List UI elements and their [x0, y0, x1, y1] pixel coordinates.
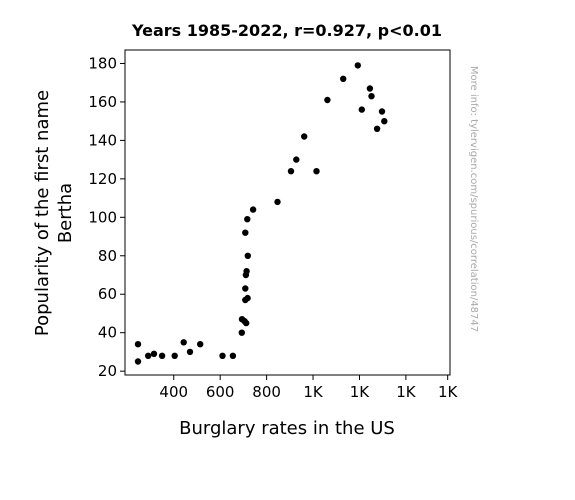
- data-point-22: [244, 216, 251, 223]
- data-point-19: [243, 268, 250, 275]
- data-point-27: [301, 133, 308, 140]
- y-axis-label-line-1: Popularity of the first name: [32, 90, 53, 336]
- data-point-37: [381, 118, 388, 125]
- y-tick-label-4: 100: [88, 208, 117, 226]
- data-point-0: [134, 358, 142, 365]
- data-points: [134, 62, 388, 365]
- data-point-33: [366, 85, 374, 92]
- data-point-3: [150, 350, 158, 357]
- x-axis-label: Burglary rates in the US: [179, 418, 395, 439]
- data-point-5: [171, 352, 178, 359]
- data-point-28: [313, 168, 320, 175]
- x-tick-label-5: 1K: [396, 383, 417, 401]
- data-point-26: [293, 156, 300, 163]
- data-point-24: [274, 198, 281, 206]
- y-tick-label-2: 60: [98, 285, 117, 303]
- data-point-17: [242, 285, 249, 292]
- data-point-9: [219, 352, 226, 359]
- data-point-30: [340, 75, 347, 83]
- chart-title: Years 1985-2022, r=0.927, p<0.01: [131, 21, 442, 40]
- y-tick-label-1: 40: [98, 324, 117, 342]
- data-point-31: [354, 62, 361, 69]
- data-point-25: [287, 168, 295, 175]
- x-tick-label-1: 600: [206, 383, 235, 401]
- y-tick-label-6: 140: [88, 131, 117, 149]
- data-point-2: [145, 352, 152, 359]
- source-note: More info: tylervigen.com/spurious/corre…: [468, 66, 479, 332]
- plot-area: 400 600 800 1K 1K 1K 1K 20 40 60 80 100 120 140 160 18…: [88, 49, 459, 401]
- plot-frame: [124, 49, 451, 376]
- data-point-7: [186, 348, 194, 356]
- y-tick-label-5: 120: [88, 170, 117, 188]
- data-point-8: [197, 341, 204, 348]
- data-point-4: [158, 352, 166, 359]
- data-point-16: [244, 294, 251, 302]
- x-tick-label-2: 800: [252, 383, 281, 401]
- x-axis-ticks: 400 600 800 1K 1K 1K 1K: [159, 375, 459, 401]
- data-point-20: [244, 252, 251, 259]
- data-point-1: [134, 341, 142, 348]
- data-point-21: [242, 229, 249, 236]
- data-point-11: [238, 329, 245, 336]
- data-point-14: [243, 319, 250, 327]
- y-tick-label-3: 80: [98, 247, 117, 265]
- y-tick-label-0: 20: [98, 362, 117, 380]
- y-axis-label-line-2: Bertha: [55, 183, 76, 243]
- y-tick-label-7: 160: [88, 93, 117, 111]
- data-point-10: [229, 352, 237, 359]
- x-tick-label-4: 1K: [350, 383, 371, 401]
- y-axis-ticks: 20 40 60 80 100 120 140 160 180: [88, 54, 125, 380]
- data-point-23: [249, 206, 257, 213]
- data-point-6: [180, 339, 187, 346]
- data-point-29: [324, 96, 331, 104]
- x-tick-label-6: 1K: [438, 383, 459, 401]
- x-tick-label-3: 1K: [303, 383, 324, 401]
- data-point-32: [358, 106, 365, 113]
- x-tick-label-0: 400: [159, 383, 188, 401]
- data-point-34: [368, 93, 375, 100]
- y-tick-label-8: 180: [88, 54, 117, 72]
- data-point-35: [373, 125, 381, 132]
- data-point-36: [378, 108, 386, 115]
